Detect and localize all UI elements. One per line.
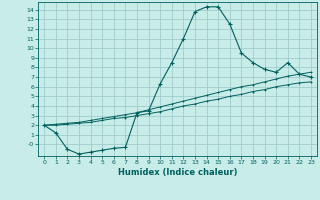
X-axis label: Humidex (Indice chaleur): Humidex (Indice chaleur) [118, 168, 237, 177]
